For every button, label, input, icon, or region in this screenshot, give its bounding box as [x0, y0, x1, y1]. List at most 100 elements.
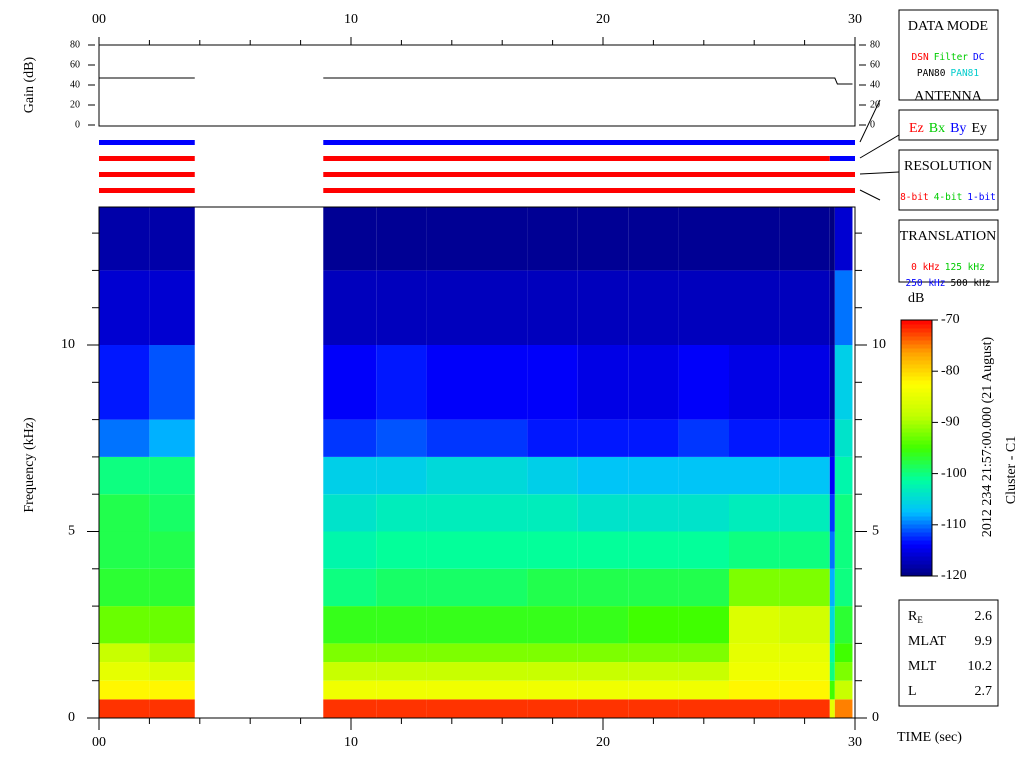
- heat-cell: [323, 531, 377, 569]
- heat-cell: [426, 270, 477, 346]
- heat-cell: [829, 680, 835, 700]
- colorbar-slice: [901, 416, 932, 421]
- status-bar: [829, 156, 855, 161]
- heat-cell: [426, 568, 477, 607]
- colorbar-slice: [901, 508, 932, 513]
- info-label: MLT: [908, 659, 937, 674]
- info-label-main: R: [908, 609, 918, 624]
- heat-cell: [149, 531, 195, 569]
- heat-cell: [527, 345, 578, 420]
- colorbar-slice: [901, 460, 932, 465]
- heat-cell: [678, 680, 729, 700]
- colorbar-slice: [901, 504, 932, 509]
- heat-cell: [477, 643, 528, 663]
- colorbar-slice: [901, 488, 932, 493]
- colorbar-slice: [901, 484, 932, 489]
- spacecraft: Cluster - C1: [1004, 436, 1019, 504]
- connector: [859, 134, 900, 159]
- connector: [859, 99, 881, 143]
- colorbar-slice: [901, 448, 932, 453]
- colorbar-slice: [901, 408, 932, 413]
- heat-cell: [99, 494, 150, 532]
- colorbar-slice: [901, 428, 932, 433]
- status-bar: [323, 140, 855, 145]
- colorbar-tick-label: -80: [941, 363, 960, 378]
- colorbar-slice: [901, 532, 932, 537]
- heat-cell: [426, 531, 477, 569]
- colorbar-slice: [901, 368, 932, 373]
- colorbar-slice: [901, 344, 932, 349]
- time-axis-label: TIME (sec): [897, 730, 962, 745]
- heat-cell: [729, 699, 780, 718]
- heat-cell: [628, 662, 679, 681]
- heat-cell: [628, 207, 679, 271]
- heat-cell: [834, 531, 853, 569]
- info-box: [898, 599, 999, 707]
- colorbar-frame: [900, 319, 933, 577]
- colorbar-tick-label: -110: [941, 517, 966, 532]
- colorbar-slice: [901, 496, 932, 501]
- heat-cell: [376, 270, 427, 346]
- heat-cell: [779, 680, 830, 700]
- heat-cell: [834, 662, 853, 681]
- heat-cell: [426, 345, 477, 420]
- legend-entry: 4-bit: [934, 192, 963, 203]
- colorbar-slice: [901, 444, 932, 449]
- colorbar-tick-label: -120: [941, 568, 967, 583]
- colorbar-slice: [901, 432, 932, 437]
- heat-cell: [779, 531, 830, 569]
- legend-entry: 250 kHz: [905, 278, 945, 289]
- heat-cell: [628, 270, 679, 346]
- heat-cell: [376, 643, 427, 663]
- heat-cell: [527, 419, 578, 457]
- heat-cell: [323, 419, 377, 457]
- heat-cell: [149, 456, 195, 495]
- heat-cell: [323, 606, 377, 644]
- info-label-main: L: [908, 684, 917, 699]
- heat-cell: [829, 699, 835, 718]
- colorbar-slice: [901, 384, 932, 389]
- heat-cell: [577, 207, 629, 271]
- heat-cell: [426, 606, 477, 644]
- x-tick-label: 20: [596, 735, 610, 750]
- legend-entry: Ey: [971, 121, 987, 136]
- heat-cell: [729, 568, 780, 607]
- heat-cell: [678, 606, 729, 644]
- heat-cell: [678, 419, 729, 457]
- heat-cell: [99, 699, 150, 718]
- heat-cell: [527, 568, 578, 607]
- x-tick-label: 10: [344, 735, 358, 750]
- status-bar: [323, 172, 855, 177]
- heat-cell: [577, 419, 629, 457]
- heat-cell: [527, 494, 578, 532]
- box-line: 250 kHz 500 kHz: [905, 278, 990, 289]
- colorbar-slice: [901, 572, 932, 577]
- heat-cell: [628, 531, 679, 569]
- heat-cell: [577, 643, 629, 663]
- info-value: 9.9: [975, 634, 993, 649]
- heat-cell: [376, 456, 427, 495]
- colorbar-slice: [901, 424, 932, 429]
- heat-cell: [577, 531, 629, 569]
- heat-cell: [323, 345, 377, 420]
- legend-entry: DC: [973, 52, 984, 63]
- heat-cell: [323, 207, 377, 271]
- colorbar-slice: [901, 340, 932, 345]
- heat-cell: [577, 456, 629, 495]
- heat-cell: [729, 270, 780, 346]
- heat-cell: [477, 680, 528, 700]
- info-value: 2.6: [975, 609, 993, 624]
- heat-cell: [376, 345, 427, 420]
- colorbar-slice: [901, 360, 932, 365]
- heat-cell: [477, 606, 528, 644]
- frequency-axis-label: Frequency (kHz): [22, 417, 37, 513]
- heat-cell: [527, 456, 578, 495]
- heat-cell: [779, 456, 830, 495]
- side-box: [898, 219, 999, 283]
- y-tick-label: 10: [872, 337, 886, 352]
- colorbar-slice: [901, 456, 932, 461]
- colorbar-slice: [901, 440, 932, 445]
- colorbar-slice: [901, 324, 932, 329]
- side-box: [898, 9, 999, 101]
- heat-cell: [323, 270, 377, 346]
